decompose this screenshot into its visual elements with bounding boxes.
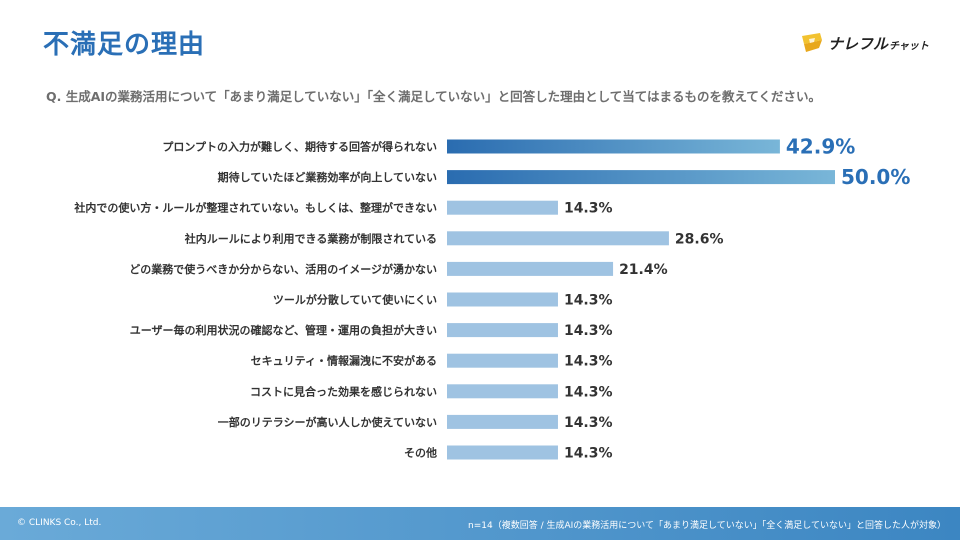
value-label: 14.3% — [564, 201, 613, 217]
category-label: 社内での使い方・ルールが整理されていない。もしくは、整理ができない — [73, 201, 437, 215]
category-label: 社内ルールにより利用できる業務が制限されている — [184, 231, 437, 245]
value-label: 14.3% — [564, 354, 613, 370]
bar — [447, 261, 614, 276]
bar — [447, 292, 558, 307]
category-label: 期待していたほど業務効率が向上していない — [218, 170, 437, 184]
bar — [447, 139, 780, 154]
value-label: 14.3% — [564, 293, 613, 309]
bar — [447, 231, 669, 246]
brand-logo: ナレフルチャット — [800, 30, 929, 56]
bar — [447, 445, 558, 460]
pencil-logo-icon — [802, 33, 822, 52]
value-label: 42.9% — [786, 135, 855, 159]
logo-text: ナレフルチャット — [828, 34, 929, 53]
value-label: 14.3% — [564, 323, 613, 339]
value-label: 50.0% — [841, 165, 910, 189]
category-label: その他 — [404, 446, 437, 460]
bar — [447, 170, 835, 185]
bar — [447, 200, 558, 215]
value-label: 14.3% — [564, 446, 613, 462]
category-label: プロンプトの入力が難しく、期待する回答が得られない — [162, 140, 437, 154]
category-label: ツールが分散していて使いにくい — [273, 293, 437, 307]
bar — [447, 323, 558, 338]
bar — [447, 384, 558, 399]
survey-question: Q. 生成AIの業務活用について「あまり満足していない」「全く満足していない」と… — [46, 89, 822, 104]
page-title: 不満足の理由 — [43, 30, 206, 60]
category-label: ユーザー毎の利用状況の確認など、管理・運用の負担が大きい — [130, 323, 437, 337]
category-label: セキュリティ・情報漏洩に不安がある — [251, 354, 437, 368]
bar — [447, 353, 558, 368]
value-label: 14.3% — [564, 415, 613, 431]
value-label: 28.6% — [675, 231, 724, 247]
bar — [447, 414, 558, 429]
copyright-text: © CLINKS Co., Ltd. — [17, 518, 102, 528]
sample-note: n=14（複数回答 / 生成AIの業務活用について「あまり満足していない」「全く… — [468, 521, 946, 531]
value-label: 21.4% — [619, 262, 668, 278]
category-label: 一部のリテラシーが高い人しか使えていない — [218, 415, 437, 429]
category-label: どの業務で使うべきか分からない、活用のイメージが湧かない — [129, 262, 437, 276]
footer-bar: © CLINKS Co., Ltd. n=14（複数回答 / 生成AIの業務活用… — [0, 507, 960, 540]
category-label: コストに見合った効果を感じられない — [250, 384, 437, 398]
bar-chart: プロンプトの入力が難しく、期待する回答が得られない 42.9% 期待していたほど業務… — [73, 135, 910, 462]
value-label: 14.3% — [564, 384, 613, 400]
